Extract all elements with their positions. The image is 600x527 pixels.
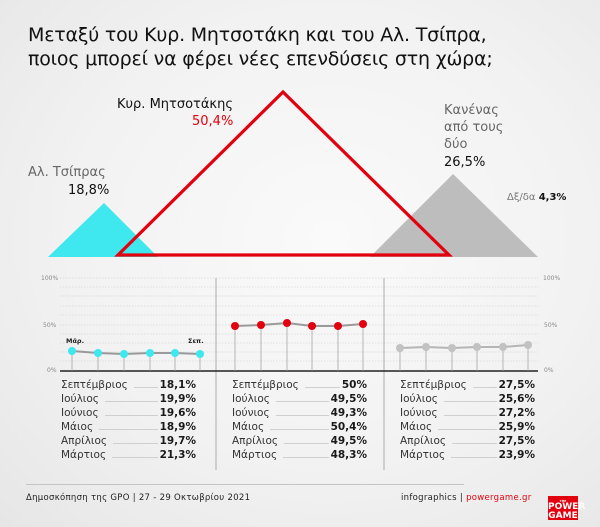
none-value: 26,5% <box>444 155 486 170</box>
month-value: 27,5% <box>498 379 535 391</box>
month-label: Σεπτέμβριος <box>61 379 128 391</box>
table-row: Ιούνιος 49,3% <box>232 406 367 420</box>
month-value: 49,5% <box>330 435 367 447</box>
table-row: Μάρτιος 21,3% <box>61 448 196 462</box>
month-value: 48,3% <box>330 449 367 461</box>
table-row: Μάιος 18,9% <box>61 420 196 434</box>
trend-end-label: Σεπ. <box>188 337 204 345</box>
table-row: Ιούλιος 19,9% <box>61 392 196 406</box>
right-axis-0: 0% <box>544 367 554 374</box>
month-label: Μάρτιος <box>232 449 278 461</box>
month-label: Μάρτιος <box>61 449 107 461</box>
table-row: Ιούνιος 27,2% <box>400 406 535 420</box>
month-value: 49,3% <box>330 407 367 419</box>
none-label-line-3: δύο <box>444 137 468 152</box>
mitsotakis-triangle <box>114 89 453 257</box>
table-row: Ιούλιος 25,6% <box>400 392 535 406</box>
footer-divider <box>26 484 464 485</box>
month-value: 23,9% <box>498 449 535 461</box>
trend-start-label: Μάρ. <box>66 337 85 345</box>
table-row: Μάιος 25,9% <box>400 420 535 434</box>
month-value: 19,6% <box>159 407 196 419</box>
month-value: 25,9% <box>498 421 535 433</box>
table-row: Σεπτέμβριος 27,5% <box>400 378 535 392</box>
none-table: Σεπτέμβριος 27,5% Ιούλιος 25,6% Ιούνιος 27,… <box>400 378 535 462</box>
dk-value: 4,3% <box>538 192 567 203</box>
month-label: Μάιος <box>61 421 94 433</box>
grid-lines <box>60 277 538 362</box>
month-label: Ιούλιος <box>400 393 438 405</box>
table-row: Ιούλιος 49,5% <box>232 392 367 406</box>
month-label: Μάρτιος <box>400 449 446 461</box>
month-value: 18,1% <box>159 379 196 391</box>
table-row: Σεπτέμβριος 50% <box>232 378 367 392</box>
right-axis-50: 50% <box>544 322 558 329</box>
month-value: 49,5% <box>330 393 367 405</box>
month-value: 27,2% <box>498 407 535 419</box>
month-label: Ιούνιος <box>232 407 270 419</box>
table-row: Μάρτιος 23,9% <box>400 448 535 462</box>
tsipras-value: 18,8% <box>68 183 110 198</box>
month-label: Απρίλιος <box>61 435 108 447</box>
month-value: 27,5% <box>498 435 535 447</box>
dk-label-group: Δξ/δα 4,3% <box>507 192 566 203</box>
month-label: Σεπτέμβριος <box>400 379 467 391</box>
month-label: Ιούνιος <box>61 407 99 419</box>
tsipras-table: Σεπτέμβριος 18,1% Ιούλιος 19,9% Ιούνιος 19,… <box>61 378 196 462</box>
chart-title-line-2: ποιος μπορεί να φέρει νέες επενδύσεις στ… <box>28 48 493 70</box>
table-row: Απρίλιος 27,5% <box>400 434 535 448</box>
mitsotakis-label: Κυρ. Μητσοτάκης <box>117 97 233 112</box>
table-row: Απρίλιος 19,7% <box>61 434 196 448</box>
table-row: Σεπτέμβριος 18,1% <box>61 378 196 392</box>
table-row: Απρίλιος 49,5% <box>232 434 367 448</box>
chart-title-line-1: Μεταξύ του Κυρ. Μητσοτάκη και του Αλ. Τσ… <box>28 24 487 46</box>
logo-line-1: POWER <box>548 502 586 512</box>
left-axis-100: 100% <box>41 275 59 282</box>
none-label-line-2: από τους <box>444 120 504 135</box>
footer-source: Δημοσκόπηση της GPO | 27 - 29 Οκτωβρίου … <box>26 493 251 503</box>
month-label: Σεπτέμβριος <box>232 379 299 391</box>
month-value: 19,9% <box>159 393 196 405</box>
mitsotakis-table: Σεπτέμβριος 50% Ιούλιος 49,5% Ιούνιος 49,3%… <box>232 378 367 462</box>
none-label-line-1: Κανένας <box>444 103 499 118</box>
logo-the: THE <box>559 499 567 503</box>
month-value: 19,7% <box>159 435 196 447</box>
mitsotakis-value: 50,4% <box>192 114 234 129</box>
month-value: 18,9% <box>159 421 196 433</box>
month-label: Απρίλιος <box>400 435 447 447</box>
month-value: 21,3% <box>159 449 196 461</box>
month-value: 25,6% <box>498 393 535 405</box>
tsipras-label: Αλ. Τσίπρας <box>28 165 106 180</box>
table-row: Ιούνιος 19,6% <box>61 406 196 420</box>
month-label: Ιούνιος <box>400 407 438 419</box>
powergame-logo: THE POWER GAME <box>548 496 586 521</box>
dk-label: Δξ/δα <box>507 192 536 203</box>
footer-credit: infographics | powergame.gr <box>401 493 532 503</box>
footer-credit-prefix: infographics | <box>401 493 467 503</box>
month-label: Ιούλιος <box>61 393 99 405</box>
left-axis-50: 50% <box>43 322 57 329</box>
right-axis-100: 100% <box>543 275 561 282</box>
month-label: Ιούλιος <box>232 393 270 405</box>
none-trend <box>396 341 532 371</box>
month-value: 50% <box>341 379 367 391</box>
month-label: Μάιος <box>232 421 265 433</box>
tsipras-trend <box>68 347 204 371</box>
month-value: 50,4% <box>330 421 367 433</box>
month-label: Μάιος <box>400 421 433 433</box>
mitsotakis-trend <box>231 319 367 371</box>
table-row: Μάιος 50,4% <box>232 420 367 434</box>
footer-site-link[interactable]: powergame.gr <box>466 493 532 503</box>
table-row: Μάρτιος 48,3% <box>232 448 367 462</box>
logo-line-2: GAME <box>548 511 578 521</box>
left-axis-0: 0% <box>47 367 57 374</box>
none-triangle <box>370 174 538 257</box>
month-label: Απρίλιος <box>232 435 279 447</box>
